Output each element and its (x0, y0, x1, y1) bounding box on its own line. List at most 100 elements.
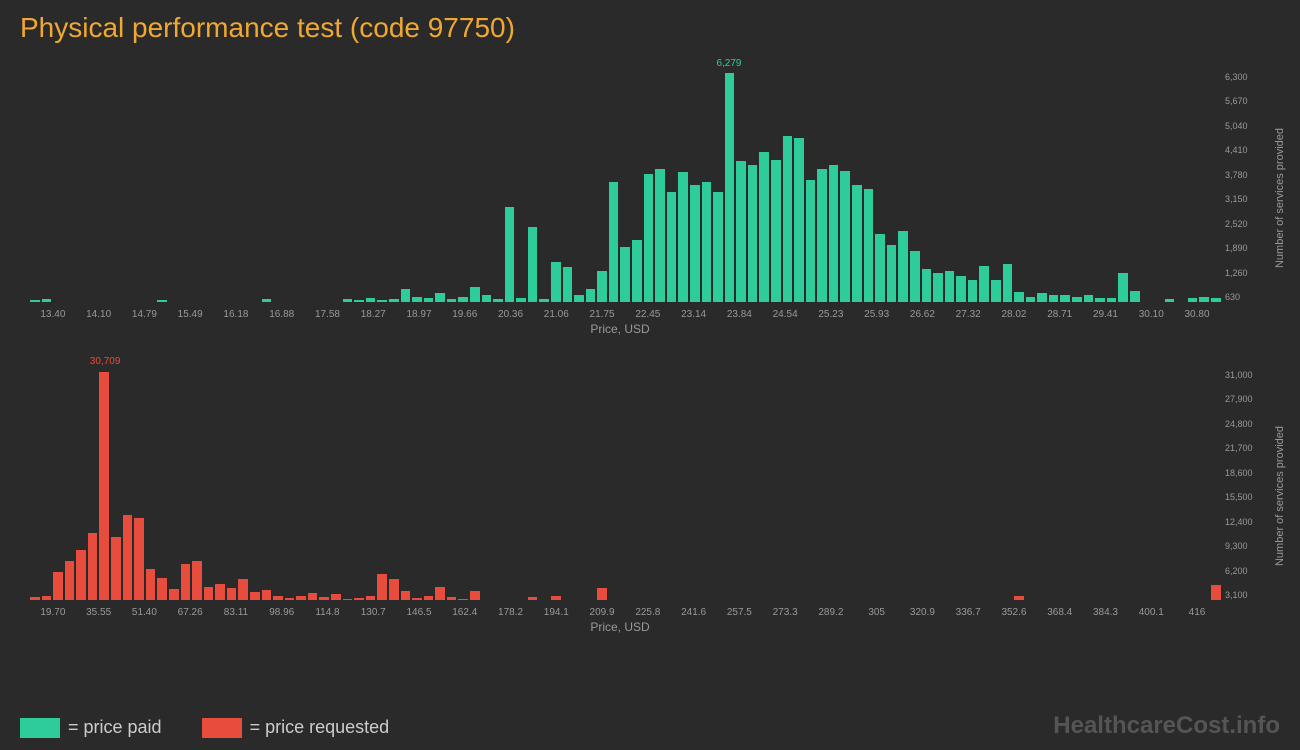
bar (1060, 295, 1070, 302)
bar (898, 231, 908, 302)
x-tick: 400.1 (1128, 607, 1174, 618)
bar (227, 588, 237, 600)
y-tick: 12,400 (1225, 517, 1270, 527)
bar (806, 180, 816, 302)
y-axis-requested: 3,1006,2009,30012,40015,50018,60021,7002… (1225, 370, 1270, 600)
x-tick: 384.3 (1083, 607, 1129, 618)
x-tick: 25.93 (854, 309, 900, 320)
bar (933, 273, 943, 302)
y-tick: 31,000 (1225, 370, 1270, 380)
bar (887, 245, 897, 302)
bar (169, 589, 179, 600)
bar (1211, 298, 1221, 302)
y-tick: 5,670 (1225, 96, 1270, 106)
bar (1003, 264, 1013, 302)
bar (1165, 299, 1175, 302)
bar (401, 289, 411, 302)
bar (42, 596, 52, 600)
bar (1014, 596, 1024, 600)
x-tick: 305 (854, 607, 900, 618)
bar (922, 269, 932, 302)
x-tick: 14.79 (122, 309, 168, 320)
x-tick: 162.4 (442, 607, 488, 618)
bar (829, 165, 839, 302)
peak-label-paid: 6,279 (716, 58, 741, 69)
bar (111, 537, 121, 600)
x-tick: 114.8 (305, 607, 351, 618)
x-tick: 83.11 (213, 607, 259, 618)
legend-label-requested: = price requested (250, 717, 390, 738)
bar (30, 300, 40, 302)
x-tick: 19.70 (30, 607, 76, 618)
bar (134, 518, 144, 600)
bar (99, 372, 109, 600)
y-tick: 6,200 (1225, 566, 1270, 576)
bar (123, 515, 133, 600)
y-tick: 4,410 (1225, 145, 1270, 155)
bar (354, 598, 364, 600)
x-tick: 16.18 (213, 309, 259, 320)
bar (343, 599, 353, 600)
x-tick: 23.14 (671, 309, 717, 320)
bar (644, 174, 654, 302)
bar (1188, 298, 1198, 302)
x-tick: 19.66 (442, 309, 488, 320)
bar (238, 579, 248, 600)
legend-swatch-requested (202, 718, 242, 738)
x-tick: 16.88 (259, 309, 305, 320)
y-tick: 24,800 (1225, 419, 1270, 429)
bar (840, 171, 850, 302)
bar (748, 165, 758, 302)
bar (412, 297, 422, 302)
bar (377, 300, 387, 302)
bar (516, 298, 526, 302)
bar (447, 597, 457, 600)
watermark: HealthcareCost.info (1053, 712, 1280, 740)
x-tick: 24.54 (762, 309, 808, 320)
x-tick: 13.40 (30, 309, 76, 320)
bar (690, 185, 700, 302)
y-tick: 1,890 (1225, 243, 1270, 253)
x-tick: 29.41 (1083, 309, 1129, 320)
bar (551, 596, 561, 600)
bar (864, 189, 874, 302)
bar (574, 295, 584, 302)
x-tick: 28.71 (1037, 309, 1083, 320)
bar (667, 192, 677, 302)
x-tick: 30.10 (1128, 309, 1174, 320)
x-axis-label-requested: Price, USD (20, 620, 1220, 634)
y-tick: 630 (1225, 292, 1270, 302)
bar (979, 266, 989, 303)
bar (53, 572, 63, 600)
bars-region-paid (30, 72, 1220, 302)
x-tick: 225.8 (625, 607, 671, 618)
bar (157, 578, 167, 600)
page-title: Physical performance test (code 97750) (0, 0, 1300, 52)
bar (1107, 298, 1117, 302)
bar (759, 152, 769, 302)
bar (389, 299, 399, 302)
bar (991, 280, 1001, 302)
bar (1072, 297, 1082, 302)
bar (389, 579, 399, 600)
bar (331, 594, 341, 600)
bar (401, 591, 411, 600)
bar (157, 300, 167, 302)
legend-item-paid: = price paid (20, 717, 162, 738)
bar (1084, 295, 1094, 302)
bar (354, 300, 364, 302)
x-tick: 28.02 (991, 309, 1037, 320)
y-tick: 3,150 (1225, 194, 1270, 204)
y-tick: 27,900 (1225, 394, 1270, 404)
x-tick: 209.9 (579, 607, 625, 618)
x-tick: 416 (1174, 607, 1220, 618)
bar (470, 287, 480, 302)
y-axis-paid: 6301,2601,8902,5203,1503,7804,4105,0405,… (1225, 72, 1270, 302)
bar (1118, 273, 1128, 302)
bar (308, 593, 318, 600)
y-tick: 1,260 (1225, 268, 1270, 278)
bar (1211, 585, 1221, 600)
x-tick: 368.4 (1037, 607, 1083, 618)
y-tick: 21,700 (1225, 443, 1270, 453)
bar (783, 136, 793, 302)
